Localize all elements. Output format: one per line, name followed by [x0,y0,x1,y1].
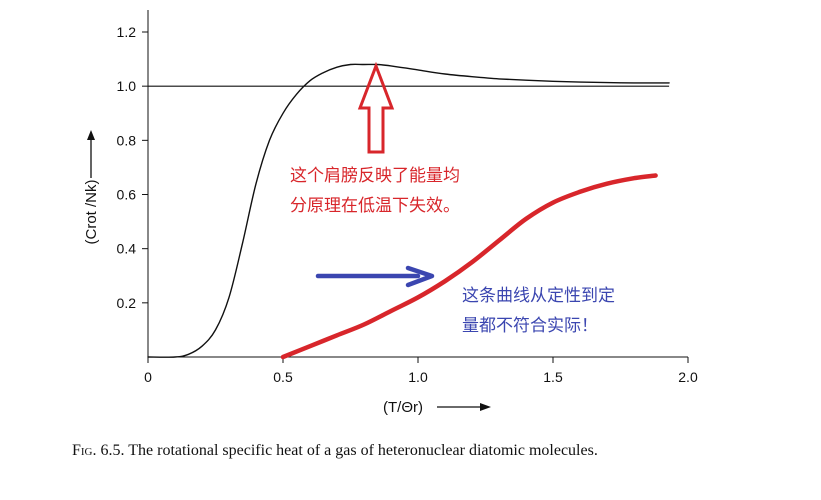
heat-capacity-curve [147,63,670,358]
blue-annotation-text: 量都不符合实际！ [462,316,598,336]
chart: 0 0.5 1.0 1.5 2.0 0.2 0.4 0.6 0.8 1.0 1.2 这个肩膀反映了能… [83,10,698,416]
x-tick-label: 1.0 [408,369,428,385]
red-annotation-text: 这个肩膀反映了能量均 [290,166,460,186]
blue-annotation-text: 这条曲线从定性到定 [462,286,615,306]
y-tick-label: 1.0 [117,78,137,94]
figure-caption: Fig. 6.5. The rotational specific heat o… [72,442,792,460]
series-layer [147,63,670,360]
blue-arrow-head [405,265,435,288]
x-title-arrowhead [480,403,491,411]
red-up-arrow [357,61,395,154]
y-tick-label: 0.8 [117,132,137,148]
red-annotation-text: 分原理在低温下失效。 [290,196,460,216]
ticks: 0 0.5 1.0 1.5 2.0 0.2 0.4 0.6 0.8 1.0 1.2 [117,24,698,385]
x-tick-label: 2.0 [678,369,698,385]
red-annotation-curve [280,173,658,360]
axis-labels: (T/Θr) (Crot /Nk) [83,130,491,416]
x-axis-title: (T/Θr) [383,399,423,416]
y-tick-label: 0.2 [117,295,137,311]
y-tick-label: 0.4 [117,241,137,257]
y-tick-label: 0.6 [117,187,137,203]
figure-number: Fig. 6.5. [72,442,125,459]
x-tick-label: 0 [144,369,152,385]
x-tick-label: 1.5 [543,369,563,385]
y-tick-label: 1.2 [117,24,137,40]
caption-text: The rotational specific heat of a gas of… [128,442,598,459]
y-axis-title: (Crot /Nk) [83,180,100,245]
y-title-arrowhead [87,130,95,140]
x-tick-label: 0.5 [273,369,293,385]
